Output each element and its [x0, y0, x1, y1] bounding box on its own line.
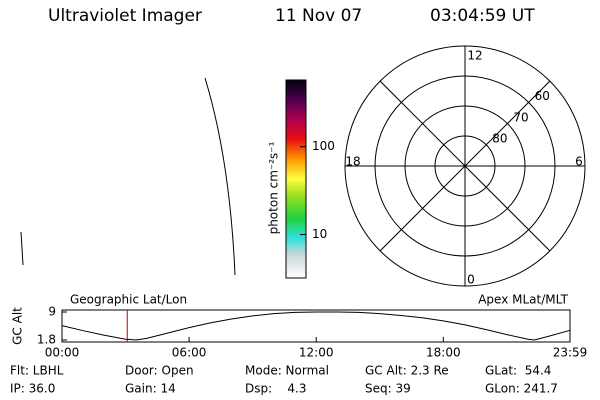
status-field: Gain: 14 — [125, 382, 176, 396]
status-field: Mode: Normal — [245, 364, 329, 378]
x-tick-label: 06:00 — [172, 346, 207, 360]
date: 11 Nov 07 — [275, 6, 362, 26]
colorbar — [285, 79, 307, 279]
y-label: GC Alt — [11, 307, 25, 345]
mlt-label: 18 — [345, 155, 360, 169]
x-tick-label: 18:00 — [426, 346, 461, 360]
status-field: Dsp: 4.3 — [245, 382, 307, 396]
status-field: IP: 36.0 — [10, 382, 55, 396]
status-field: Flt: LBHL — [10, 364, 64, 378]
altitude-line — [61, 311, 571, 341]
mlt-label: 12 — [467, 49, 482, 63]
x-tick-label: 23:59 — [553, 346, 588, 360]
colorbar-tick-label: 10 — [312, 227, 327, 241]
mlt-label: 6 — [575, 155, 583, 169]
mlt-label: 0 — [467, 273, 475, 287]
left-label: Geographic Lat/Lon — [70, 293, 187, 307]
colorbar-tick-label: 100 — [312, 139, 335, 153]
coastline — [20, 231, 24, 266]
status-field: GLon: 241.7 — [485, 382, 558, 396]
x-tick-label: 12:00 — [299, 346, 334, 360]
lat-label: 70 — [513, 110, 528, 124]
right-label: Apex MLat/MLT — [478, 293, 568, 307]
status-field: GC Alt: 2.3 Re — [365, 364, 449, 378]
lat-label: 80 — [492, 132, 507, 146]
coastline — [204, 77, 236, 276]
status-field: Door: Open — [125, 364, 194, 378]
y-tick-label: 1.8 — [37, 333, 56, 347]
y-tick-label: 9 — [48, 305, 56, 319]
status-field: Seq: 39 — [365, 382, 411, 396]
x-tick-label: 00:00 — [45, 346, 80, 360]
lat-label: 60 — [535, 89, 550, 103]
polar-axis — [379, 80, 551, 252]
status-field: GLat: 54.4 — [485, 364, 551, 378]
time: 03:04:59 UT — [430, 6, 535, 26]
title: Ultraviolet Imager — [48, 6, 202, 26]
colorbar-label: photon cm⁻²s⁻¹ — [267, 141, 281, 234]
